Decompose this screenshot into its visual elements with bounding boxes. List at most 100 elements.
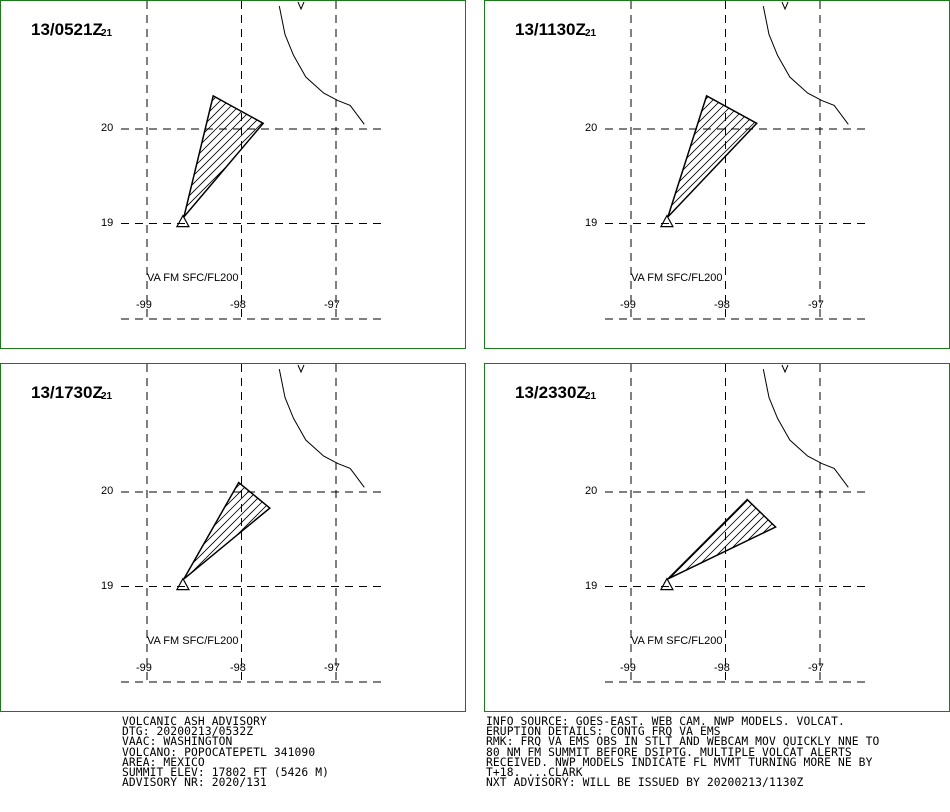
hatch-line <box>323 1 467 350</box>
hatch-line <box>485 364 540 713</box>
hatch-line <box>291 1 467 350</box>
hatch-line <box>183 95 264 217</box>
hatch-line <box>183 482 270 579</box>
hatch-line <box>339 364 467 713</box>
hatch-line <box>667 499 776 579</box>
hatch-line <box>667 95 757 217</box>
hatch-line <box>1 1 168 350</box>
coastline-inlet <box>781 1 789 11</box>
hatch-line <box>667 95 709 217</box>
flight-level-label: VA FM SFC/FL200 <box>631 272 723 284</box>
hatch-line <box>1 364 64 713</box>
hatch-line <box>667 499 741 579</box>
hatch-line <box>667 499 776 579</box>
hatch-line <box>183 95 264 217</box>
hatch-line <box>667 95 749 217</box>
hatch-line <box>183 95 249 217</box>
hatch-line <box>734 499 776 579</box>
hatch-line <box>710 95 757 217</box>
panel-time-subscript: 21 <box>585 391 597 402</box>
hatch-line <box>667 499 776 579</box>
ash-cloud-polygon <box>183 481 271 580</box>
hatch-line <box>250 95 264 217</box>
hatch-line <box>485 1 652 350</box>
hatch-line <box>726 95 757 217</box>
hatch-line <box>183 482 270 579</box>
hatch-line <box>667 95 757 217</box>
hatch-line <box>363 1 467 350</box>
hatch-line <box>1 364 8 713</box>
hatch-line <box>323 364 467 713</box>
hatch-line <box>667 499 669 579</box>
hatch-line <box>485 1 596 350</box>
flight-level-label: VA FM SFC/FL200 <box>147 272 239 284</box>
hatch-line <box>667 95 757 217</box>
hatch-line <box>1 1 32 350</box>
hatch-line <box>667 499 677 579</box>
hatch-line <box>742 95 757 217</box>
hatch-line <box>783 1 950 350</box>
hatch-line <box>183 482 270 579</box>
hatch-line <box>183 482 185 579</box>
hatch-line <box>670 499 776 579</box>
hatch-line <box>879 364 950 713</box>
coastline <box>762 6 849 125</box>
hatch-line <box>485 1 612 350</box>
hatch-line <box>667 499 776 579</box>
hatch-line <box>667 95 757 217</box>
hatch-line <box>667 499 776 579</box>
hatch-line <box>183 95 264 217</box>
hatch-line <box>1 1 72 350</box>
hatch-line <box>307 1 467 350</box>
hatch-line <box>1 1 96 350</box>
hatch-line <box>678 499 776 579</box>
hatch-line <box>1 1 64 350</box>
hatch-line <box>667 499 776 579</box>
hatch-line <box>183 95 264 217</box>
hatch-line <box>667 95 757 217</box>
hatch-line <box>895 364 950 713</box>
hatch-line <box>411 364 467 713</box>
hatch-line <box>387 364 467 713</box>
hatch-line <box>485 1 548 350</box>
hatch-line <box>331 364 467 713</box>
hatch-line <box>183 482 270 579</box>
hatch-line <box>183 95 225 217</box>
hatch-line <box>895 1 950 350</box>
lat-label-19: 19 <box>585 580 598 592</box>
hatch-line <box>667 95 757 217</box>
hatch-line <box>839 1 950 350</box>
hatch-line <box>667 499 776 579</box>
hatch-line <box>759 1 950 350</box>
hatch-line <box>459 1 467 350</box>
hatch-line <box>1 364 144 713</box>
hatch-line <box>435 364 467 713</box>
hatch-line <box>667 95 757 217</box>
hatch-line <box>667 499 757 579</box>
hatch-line <box>291 364 467 713</box>
hatch-line <box>667 499 776 579</box>
hatch-line <box>183 95 264 217</box>
hatch-line <box>667 499 776 579</box>
hatch-line <box>839 364 950 713</box>
hatch-line <box>871 364 950 713</box>
volcano-triangle-icon <box>659 577 674 591</box>
hatch-line <box>485 1 564 350</box>
hatch-line <box>667 499 776 579</box>
advisory-line: RMK: FRQ VA EMS OBS IN STLT AND WEBCAM M… <box>486 735 880 749</box>
hatch-line <box>395 364 467 713</box>
hatch-line <box>183 482 270 579</box>
hatch-line <box>355 364 467 713</box>
hatch-line <box>387 1 467 350</box>
hatch-line <box>667 499 773 579</box>
hatch-line <box>1 1 152 350</box>
hatch-line <box>485 364 564 713</box>
hatch-line <box>183 95 264 217</box>
hatch-line <box>183 95 201 217</box>
hatch-line <box>667 95 757 217</box>
hatch-line <box>911 364 950 713</box>
advisory-line: T+18. ...CLARK <box>486 765 583 779</box>
hatch-line <box>183 95 264 217</box>
hatch-line <box>935 364 950 713</box>
lon-label-98: -98 <box>230 299 246 311</box>
